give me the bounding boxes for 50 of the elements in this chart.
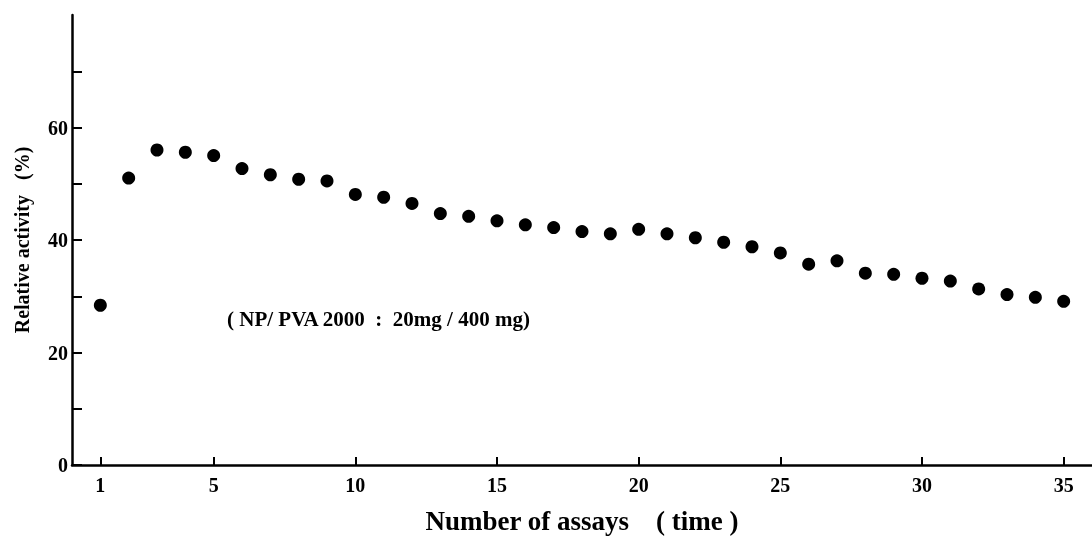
point: [518, 218, 532, 232]
point: [235, 162, 249, 176]
y-tick-label: 0: [58, 454, 68, 476]
point: [122, 171, 136, 185]
x-tick-label: 15: [487, 474, 507, 496]
point: [93, 298, 107, 312]
point: [207, 149, 221, 163]
point: [348, 187, 362, 201]
x-tick-label: 30: [912, 474, 932, 496]
point: [830, 254, 844, 268]
x-tick-label: 10: [345, 474, 366, 496]
point: [150, 143, 164, 157]
point: [745, 240, 759, 254]
point: [972, 282, 986, 296]
point: [688, 231, 702, 245]
point: [887, 267, 901, 281]
point: [660, 227, 674, 241]
point: [717, 235, 731, 249]
point: [462, 209, 476, 223]
point: [1028, 290, 1042, 304]
x-tick-label: 25: [770, 474, 791, 496]
x-tick-label: 1: [95, 474, 106, 496]
point: [943, 274, 957, 288]
point: [773, 246, 787, 260]
point: [377, 190, 391, 204]
point: [1057, 294, 1071, 308]
point: [632, 222, 646, 236]
point: [575, 225, 589, 239]
y-tick-label: 60: [48, 116, 68, 139]
x-axis-title: Number of assays ( time ): [425, 505, 739, 536]
point: [178, 145, 192, 159]
point: [802, 257, 816, 271]
annotation: ( NP/ PVA 2000 : 20mg / 400 mg): [227, 306, 530, 331]
y-tick-label: 40: [48, 229, 68, 251]
point: [263, 168, 277, 182]
point: [490, 214, 504, 228]
point: [433, 207, 447, 221]
x-tick-label: 20: [628, 474, 649, 496]
point: [405, 196, 419, 210]
y-tick-label: 20: [48, 341, 68, 364]
y-axis-title: Relative activity (%): [11, 146, 34, 334]
point: [915, 271, 929, 285]
point: [547, 221, 561, 235]
point: [292, 172, 306, 186]
point: [603, 227, 617, 241]
x-tick-label: 5: [208, 474, 219, 496]
point: [320, 174, 334, 188]
point: [858, 266, 872, 280]
x-tick-label: 35: [1053, 474, 1074, 496]
point: [1000, 288, 1014, 302]
